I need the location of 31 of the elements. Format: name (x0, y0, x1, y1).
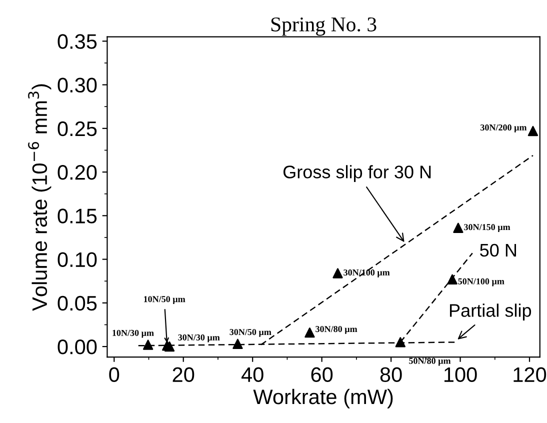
x-tick-label: 0 (109, 367, 120, 382)
chart-title: Spring No. 3 (271, 17, 376, 36)
x-axis-title: Workrate (mW) (253, 388, 393, 408)
x-tick-label: 100 (444, 367, 477, 382)
annotation: 30N/150 µm (464, 224, 510, 232)
annotation: 30N/100 µm (344, 269, 390, 278)
x-tick-label: 40 (241, 367, 264, 382)
x-tick-label: 60 (311, 367, 333, 382)
annotation: 50N/100 µm (458, 278, 504, 286)
annotation: 30N/200 µm (480, 124, 527, 132)
annotation: 50N/80 µm (409, 358, 451, 366)
y-tick-label: 0.30 (58, 78, 97, 93)
y-tick-label: 0.20 (58, 165, 97, 180)
y-tick-label: 0.10 (58, 252, 97, 268)
annotation: 30N/80 µm (316, 326, 358, 334)
y-tick-label: 0.35 (58, 34, 97, 49)
y-tick-label: 0.05 (58, 296, 97, 311)
y-tick-label: 0.00 (58, 340, 97, 354)
annotation: 30N/50 µm (230, 328, 272, 337)
x-tick-label: 80 (380, 367, 402, 382)
annotation: Partial slip (450, 304, 532, 320)
annotation: 30N/30 µm (178, 334, 220, 342)
y-tick-label: 0.25 (58, 121, 97, 136)
x-tick-label: 20 (172, 367, 194, 382)
y-axis-title: Volume rate (10$^{−6}$ mm$^{3}$) (28, 84, 52, 311)
annotation: 10N/30 µm (112, 330, 154, 338)
annotation: 10N/50 µm (144, 296, 186, 304)
y-tick-label: 0.15 (58, 208, 97, 224)
x-tick-label: 120 (514, 367, 546, 382)
annotation: Gross slip for 30 N (283, 165, 431, 182)
annotation: 50 N (480, 244, 516, 257)
